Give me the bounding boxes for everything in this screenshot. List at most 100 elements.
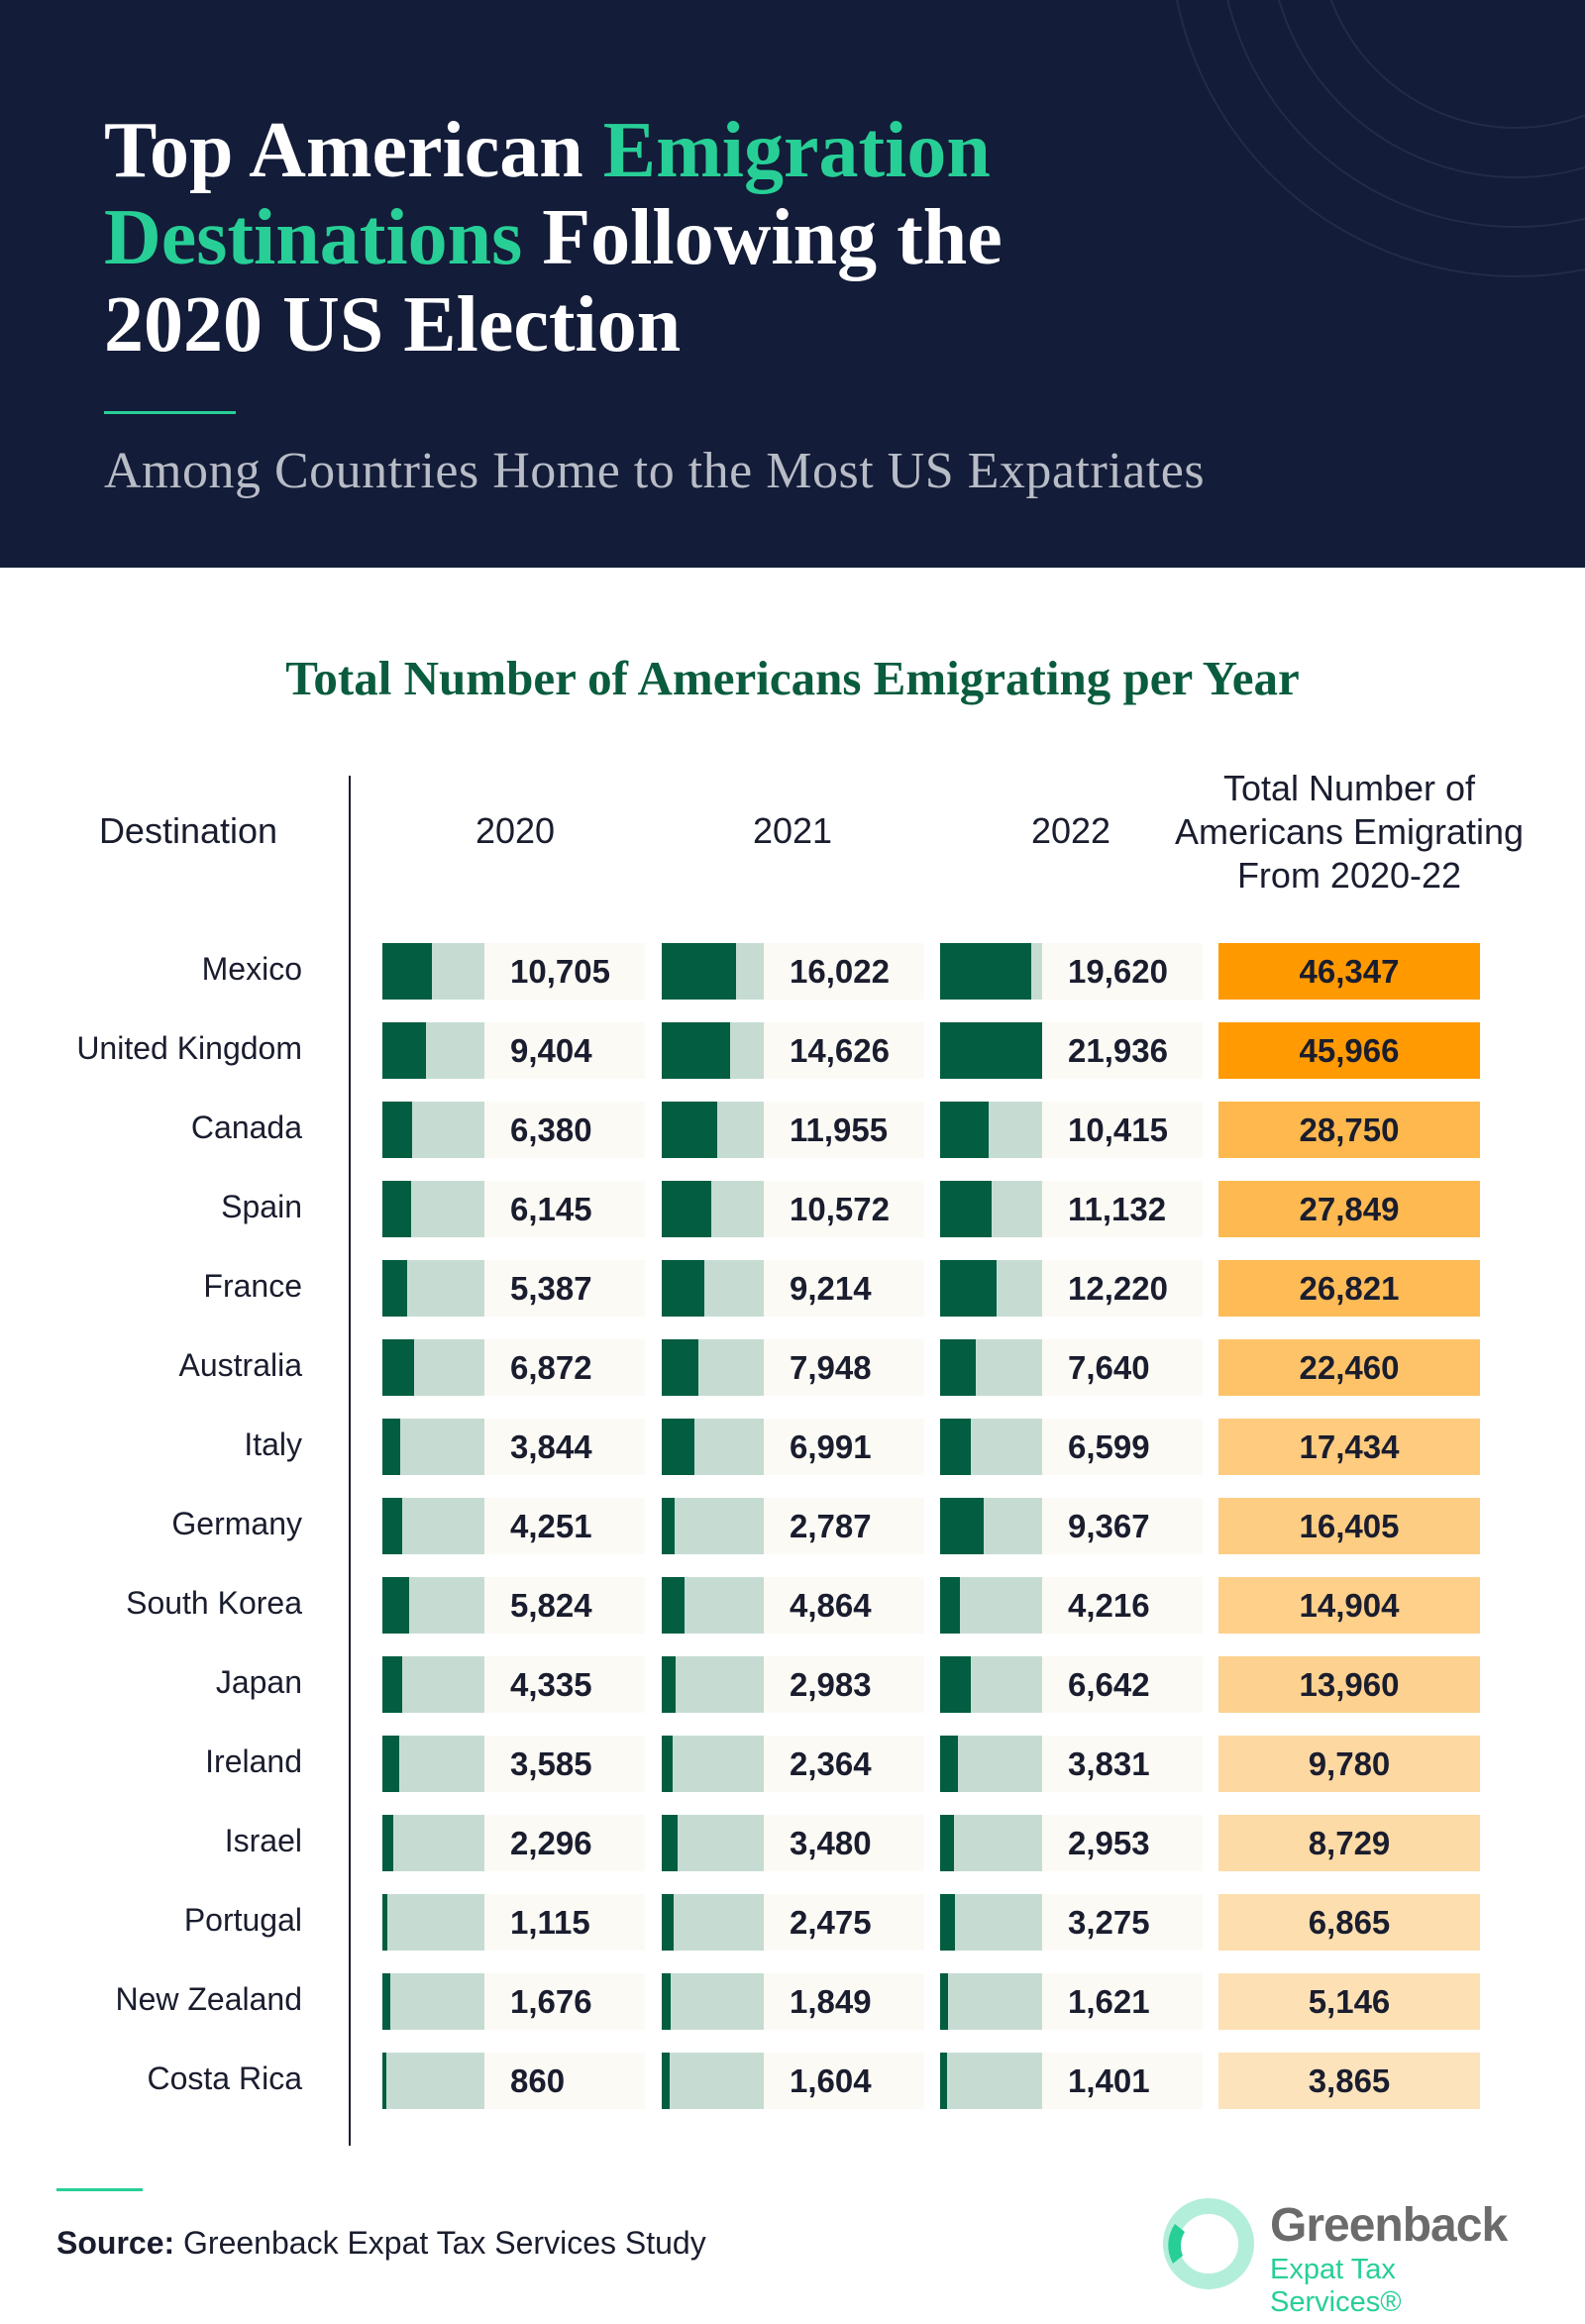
- bar-track: [940, 1815, 1042, 1871]
- bar-track: [662, 1498, 764, 1554]
- total-cell: 28,750: [1218, 1102, 1480, 1158]
- header-2022: 2022: [1030, 810, 1111, 851]
- value-label: 3,480: [790, 1825, 872, 1861]
- value-cell-2020: 5,387: [382, 1260, 645, 1317]
- value-label: 2,787: [790, 1508, 872, 1544]
- title-divider: [104, 411, 236, 414]
- header-2021: 2021: [752, 810, 833, 851]
- value-label: 3,275: [1068, 1904, 1150, 1941]
- bar-track: [662, 1656, 764, 1713]
- total-cell: 14,904: [1218, 1577, 1480, 1634]
- value-label: 6,380: [510, 1111, 592, 1148]
- value-cell-2022: 21,936: [940, 1022, 1203, 1079]
- bar-2020: [382, 1339, 415, 1396]
- bar-track: [940, 1181, 1042, 1237]
- country-label: Italy: [244, 1426, 302, 1462]
- bar-track: [940, 1577, 1042, 1634]
- value-label: 3,831: [1068, 1745, 1150, 1782]
- bar-track: [940, 1260, 1042, 1317]
- bar-2020: [382, 2053, 387, 2109]
- bar-2021: [662, 2053, 670, 2109]
- total-cell: 22,460: [1218, 1339, 1480, 1396]
- value-cell-2022: 4,216: [940, 1577, 1203, 1634]
- total-cell: 17,434: [1218, 1419, 1480, 1475]
- value-cell-2022: 1,401: [940, 2053, 1203, 2109]
- bar-2022: [940, 1181, 993, 1237]
- bar-2020: [382, 1260, 408, 1317]
- bar-2021: [662, 943, 737, 1000]
- value-cell-2022: 6,599: [940, 1419, 1203, 1475]
- bar-track: [382, 1102, 484, 1158]
- header-total: Total Number of Americans Emigrating Fro…: [1174, 768, 1525, 896]
- value-cell-2020: 10,705: [382, 943, 645, 1000]
- bar-2020: [382, 1894, 388, 1951]
- bar-track: [940, 1339, 1042, 1396]
- value-label: 4,251: [510, 1508, 592, 1544]
- value-cell-2022: 9,367: [940, 1498, 1203, 1554]
- bar-2022: [940, 1022, 1042, 1079]
- total-cell: 45,966: [1218, 1022, 1480, 1079]
- bar-2021: [662, 1339, 699, 1396]
- bar-track: [662, 2053, 764, 2109]
- bar-track: [940, 1656, 1042, 1713]
- value-cell-2021: 2,475: [662, 1894, 924, 1951]
- bar-track: [662, 1419, 764, 1475]
- footer-divider: [56, 2188, 143, 2191]
- value-cell-2020: 6,872: [382, 1339, 645, 1396]
- value-cell-2021: 11,955: [662, 1102, 924, 1158]
- value-label: 6,642: [1068, 1666, 1150, 1703]
- bar-track: [940, 2053, 1042, 2109]
- country-label: United Kingdom: [76, 1030, 302, 1066]
- bar-track: [382, 1498, 484, 1554]
- bar-2022: [940, 1656, 972, 1713]
- bar-2022: [940, 1498, 984, 1554]
- bar-track: [382, 1260, 484, 1317]
- country-label: Japan: [215, 1664, 302, 1700]
- value-label: 1,115: [510, 1904, 590, 1941]
- value-cell-2022: 10,415: [940, 1102, 1203, 1158]
- value-label: 9,404: [510, 1032, 592, 1069]
- country-label: Mexico: [201, 951, 302, 987]
- bar-2020: [382, 1736, 399, 1792]
- total-cell: 16,405: [1218, 1498, 1480, 1554]
- bar-2022: [940, 1815, 954, 1871]
- chart-title: Total Number of Americans Emigrating per…: [285, 651, 1300, 705]
- value-cell-2021: 1,604: [662, 2053, 924, 2109]
- value-cell-2021: 2,983: [662, 1656, 924, 1713]
- value-cell-2022: 11,132: [940, 1181, 1203, 1237]
- bar-2020: [382, 943, 433, 1000]
- bar-track: [662, 1894, 764, 1951]
- bar-2022: [940, 1894, 956, 1951]
- value-label: 10,705: [510, 953, 610, 990]
- value-label: 2,983: [790, 1666, 872, 1703]
- bar-2022: [940, 1973, 948, 2030]
- value-label: 6,872: [510, 1349, 592, 1386]
- value-label: 6,991: [790, 1428, 872, 1465]
- bar-track: [940, 1973, 1042, 2030]
- bar-track: [382, 1419, 484, 1475]
- value-cell-2020: 6,145: [382, 1181, 645, 1237]
- value-label: 11,955: [790, 1111, 889, 1148]
- value-cell-2022: 3,275: [940, 1894, 1203, 1951]
- value-label: 2,475: [790, 1904, 872, 1941]
- value-label: 4,216: [1068, 1587, 1150, 1624]
- bar-track: [662, 943, 764, 1000]
- value-label: 10,415: [1068, 1111, 1168, 1148]
- value-label: 11,132: [1068, 1191, 1167, 1227]
- bar-2021: [662, 1577, 685, 1634]
- bar-track: [662, 1102, 764, 1158]
- bar-2021: [662, 1102, 718, 1158]
- bar-track: [382, 1022, 484, 1079]
- bar-2021: [662, 1498, 676, 1554]
- country-label: Australia: [178, 1347, 303, 1383]
- value-label: 1,676: [510, 1983, 592, 2020]
- bar-2022: [940, 1339, 976, 1396]
- bar-2022: [940, 1736, 958, 1792]
- bar-track: [382, 1339, 484, 1396]
- bar-track: [382, 1656, 484, 1713]
- value-label: 2,296: [510, 1825, 592, 1861]
- header-banner: Top American Emigration Destinations Foll…: [0, 0, 1585, 568]
- value-label: 7,640: [1068, 1349, 1150, 1386]
- value-label: 7,948: [790, 1349, 872, 1386]
- value-cell-2021: 10,572: [662, 1181, 924, 1237]
